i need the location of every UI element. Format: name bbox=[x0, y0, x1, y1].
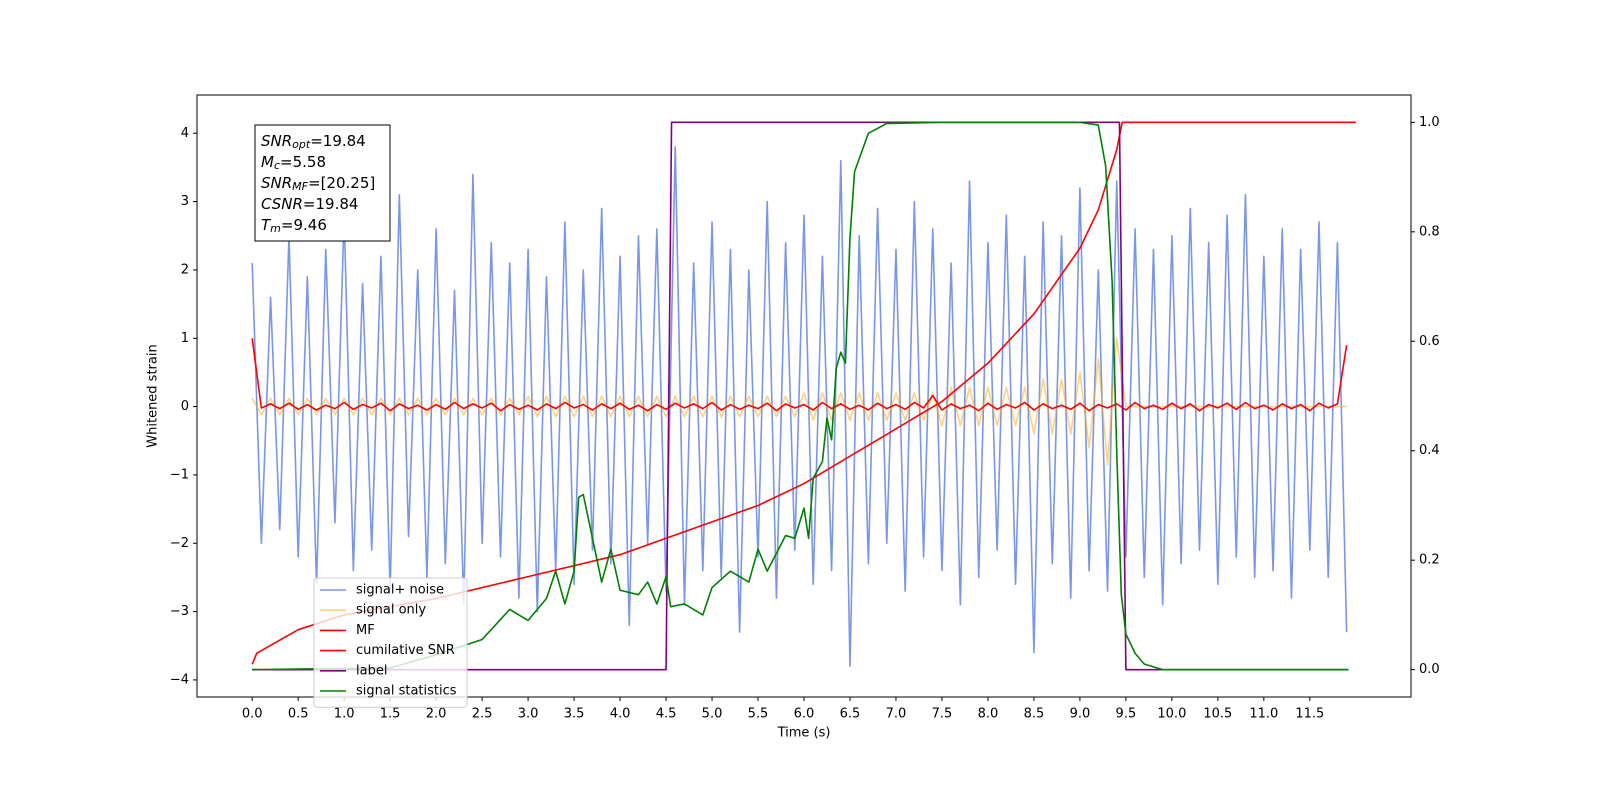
series-line bbox=[251, 338, 1348, 412]
x-tick-label: 11.0 bbox=[1249, 707, 1278, 722]
y-tick-label: −2 bbox=[170, 536, 189, 551]
y-tick-label: 2 bbox=[181, 262, 189, 277]
series-line bbox=[251, 337, 1347, 466]
x-tick-label: 10.5 bbox=[1203, 707, 1232, 722]
y-tick-label: 1 bbox=[181, 331, 189, 346]
x-tick-label: 10.0 bbox=[1157, 707, 1186, 722]
x-tick-label: 1.0 bbox=[334, 707, 355, 722]
x-tick-label: 3.5 bbox=[564, 707, 585, 722]
annotation-sub: c bbox=[274, 159, 280, 172]
annotation-base: CSNR bbox=[261, 195, 303, 213]
x-tick-label: 2.0 bbox=[426, 707, 447, 722]
annotation-rest: =19.84 bbox=[303, 195, 359, 213]
legend-label: label bbox=[356, 663, 387, 678]
y-tick-label: −1 bbox=[170, 467, 189, 482]
annotation-sub: m bbox=[270, 222, 281, 235]
y2-tick-label: 0.8 bbox=[1419, 224, 1440, 239]
legend-label: MF bbox=[356, 623, 375, 638]
x-tick-label: 5.0 bbox=[702, 707, 723, 722]
legend-label: cumilative SNR bbox=[356, 643, 455, 658]
annotation-frame bbox=[254, 124, 391, 242]
y-tick-label: 3 bbox=[181, 194, 189, 209]
y-tick-label: 0 bbox=[181, 399, 189, 414]
annotation: CSNR=19.84 bbox=[261, 195, 358, 213]
legend-label: signal+ noise bbox=[356, 583, 444, 598]
legend-label: signal statistics bbox=[356, 684, 457, 699]
y2-tick-label: 0.6 bbox=[1419, 334, 1440, 349]
x-tick-label: 2.5 bbox=[472, 707, 493, 722]
x-tick-label: 4.0 bbox=[610, 707, 631, 722]
y-axis-label: Whitened strain bbox=[146, 344, 161, 447]
y2-tick-label: 0.2 bbox=[1419, 553, 1440, 568]
x-tick-label: 0.5 bbox=[288, 707, 309, 722]
x-tick-label: 11.5 bbox=[1295, 707, 1324, 722]
y-tick-label: 4 bbox=[181, 126, 189, 141]
legend: signal+ noise signal only MF cumilative SNR… bbox=[313, 577, 468, 708]
annotation-box: SNRopt=19.84Mc=5.58SNRMF=[20.25]CSNR=19.… bbox=[254, 124, 391, 242]
x-tick-label: 8.0 bbox=[978, 707, 999, 722]
y2-tick-label: 0.4 bbox=[1419, 443, 1440, 458]
annotation: Mc=5.58 bbox=[261, 153, 326, 173]
annotation-rest: =19.84 bbox=[310, 132, 366, 150]
annotation: Tm=9.46 bbox=[261, 216, 327, 236]
x-tick-label: 1.5 bbox=[380, 707, 401, 722]
legend-label: signal only bbox=[356, 603, 426, 618]
annotation: SNRopt=19.84 bbox=[261, 132, 366, 152]
x-axis-label: Time (s) bbox=[777, 726, 831, 741]
annotation-rest: =[20.25] bbox=[308, 174, 375, 192]
annotation-sub: opt bbox=[292, 138, 311, 151]
x-tick-label: 9.5 bbox=[1116, 707, 1137, 722]
x-tick-label: 9.0 bbox=[1070, 707, 1091, 722]
annotation: SNRMF=[20.25] bbox=[261, 174, 375, 194]
annotation-rest: =5.58 bbox=[280, 153, 326, 171]
series-line bbox=[251, 146, 1348, 668]
x-tick-label: 7.0 bbox=[886, 707, 907, 722]
annotation-base: SNR bbox=[261, 132, 292, 150]
annotation-base: SNR bbox=[261, 174, 292, 192]
annotation-base: M bbox=[261, 153, 274, 171]
y-tick-label: −4 bbox=[170, 672, 189, 687]
y2-tick-label: 0.0 bbox=[1419, 662, 1440, 677]
x-tick-label: 6.0 bbox=[794, 707, 815, 722]
series-line bbox=[252, 121, 1349, 671]
x-tick-label: 4.5 bbox=[656, 707, 677, 722]
x-tick-label: 7.5 bbox=[932, 707, 953, 722]
x-tick-label: 6.5 bbox=[840, 707, 861, 722]
annotation-rest: =9.46 bbox=[281, 216, 327, 234]
x-tick-label: 3.0 bbox=[518, 707, 539, 722]
x-tick-label: 8.5 bbox=[1024, 707, 1045, 722]
y-tick-label: −3 bbox=[170, 604, 189, 619]
x-tick-label: 0.0 bbox=[242, 707, 263, 722]
annotation-base: T bbox=[261, 216, 272, 234]
x-tick-label: 5.5 bbox=[748, 707, 769, 722]
annotation-sub: MF bbox=[292, 180, 308, 193]
legend-frame bbox=[313, 577, 468, 708]
y2-tick-label: 1.0 bbox=[1419, 115, 1440, 130]
